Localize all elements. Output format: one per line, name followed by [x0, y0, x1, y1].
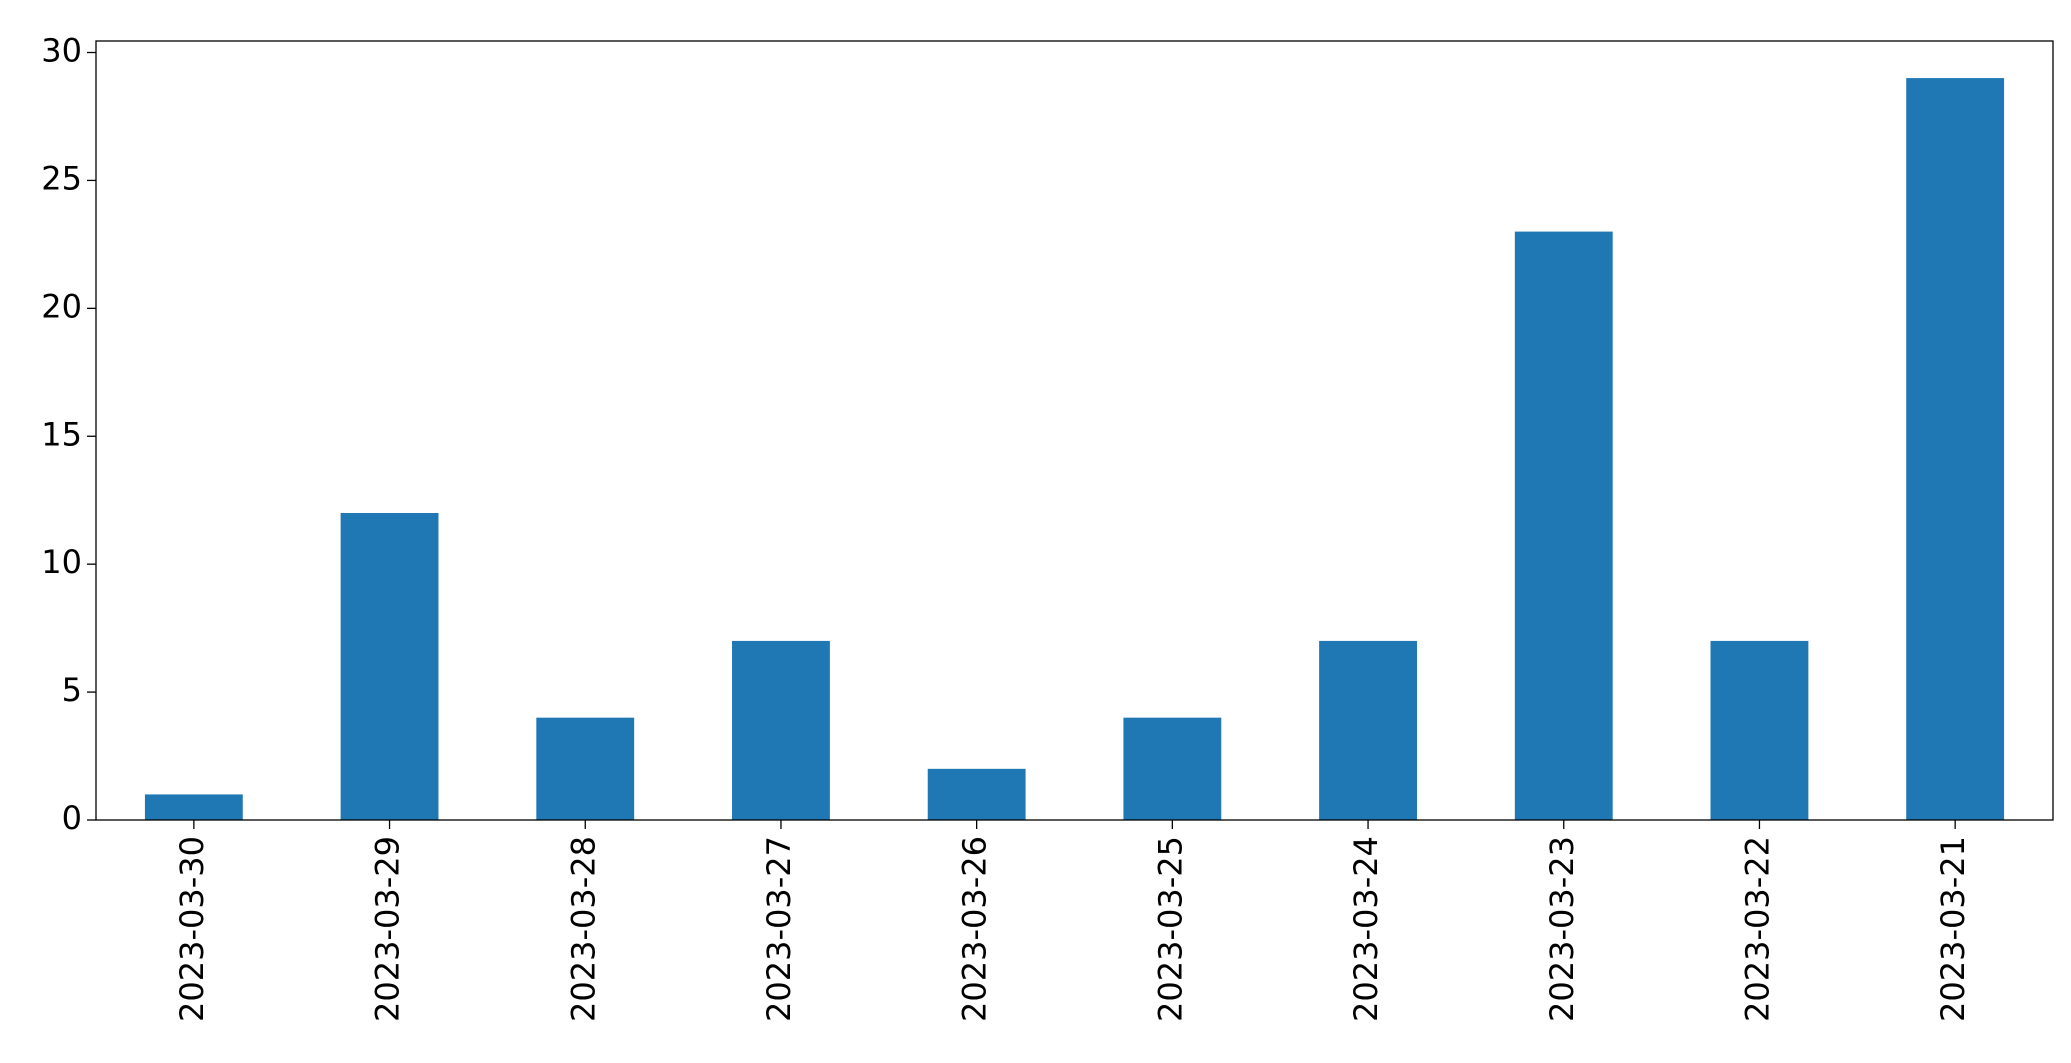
bar — [144, 794, 243, 820]
y-tick-label: 10 — [41, 543, 82, 581]
bar — [1123, 717, 1222, 820]
x-tick-label: 2023-03-21 — [1934, 836, 1972, 1022]
x-tick-label: 2023-03-24 — [1347, 836, 1385, 1022]
y-tick-label: 20 — [41, 287, 82, 325]
y-tick-label: 5 — [62, 671, 82, 709]
x-tick-label: 2023-03-30 — [173, 836, 211, 1022]
x-tick-label: 2023-03-26 — [956, 836, 994, 1022]
bar — [927, 768, 1026, 820]
x-tick-label: 2023-03-22 — [1738, 836, 1776, 1022]
y-tick-label: 15 — [41, 415, 82, 453]
bar — [536, 717, 635, 820]
x-tick-label: 2023-03-25 — [1151, 836, 1189, 1022]
x-tick-label: 2023-03-27 — [760, 836, 798, 1022]
y-tick-label: 25 — [41, 159, 82, 197]
plot-frame — [95, 40, 2054, 821]
x-tick-label: 2023-03-28 — [564, 836, 602, 1022]
x-tick-label: 2023-03-29 — [369, 836, 407, 1022]
bar — [340, 513, 439, 820]
y-tick-label: 30 — [41, 32, 82, 70]
bar — [732, 640, 830, 820]
bar — [1710, 640, 1809, 820]
bar — [1514, 231, 1613, 820]
y-tick-label: 0 — [62, 799, 82, 837]
x-tick-label: 2023-03-23 — [1543, 836, 1581, 1022]
bar — [1319, 640, 1417, 820]
bar — [1906, 78, 2005, 821]
